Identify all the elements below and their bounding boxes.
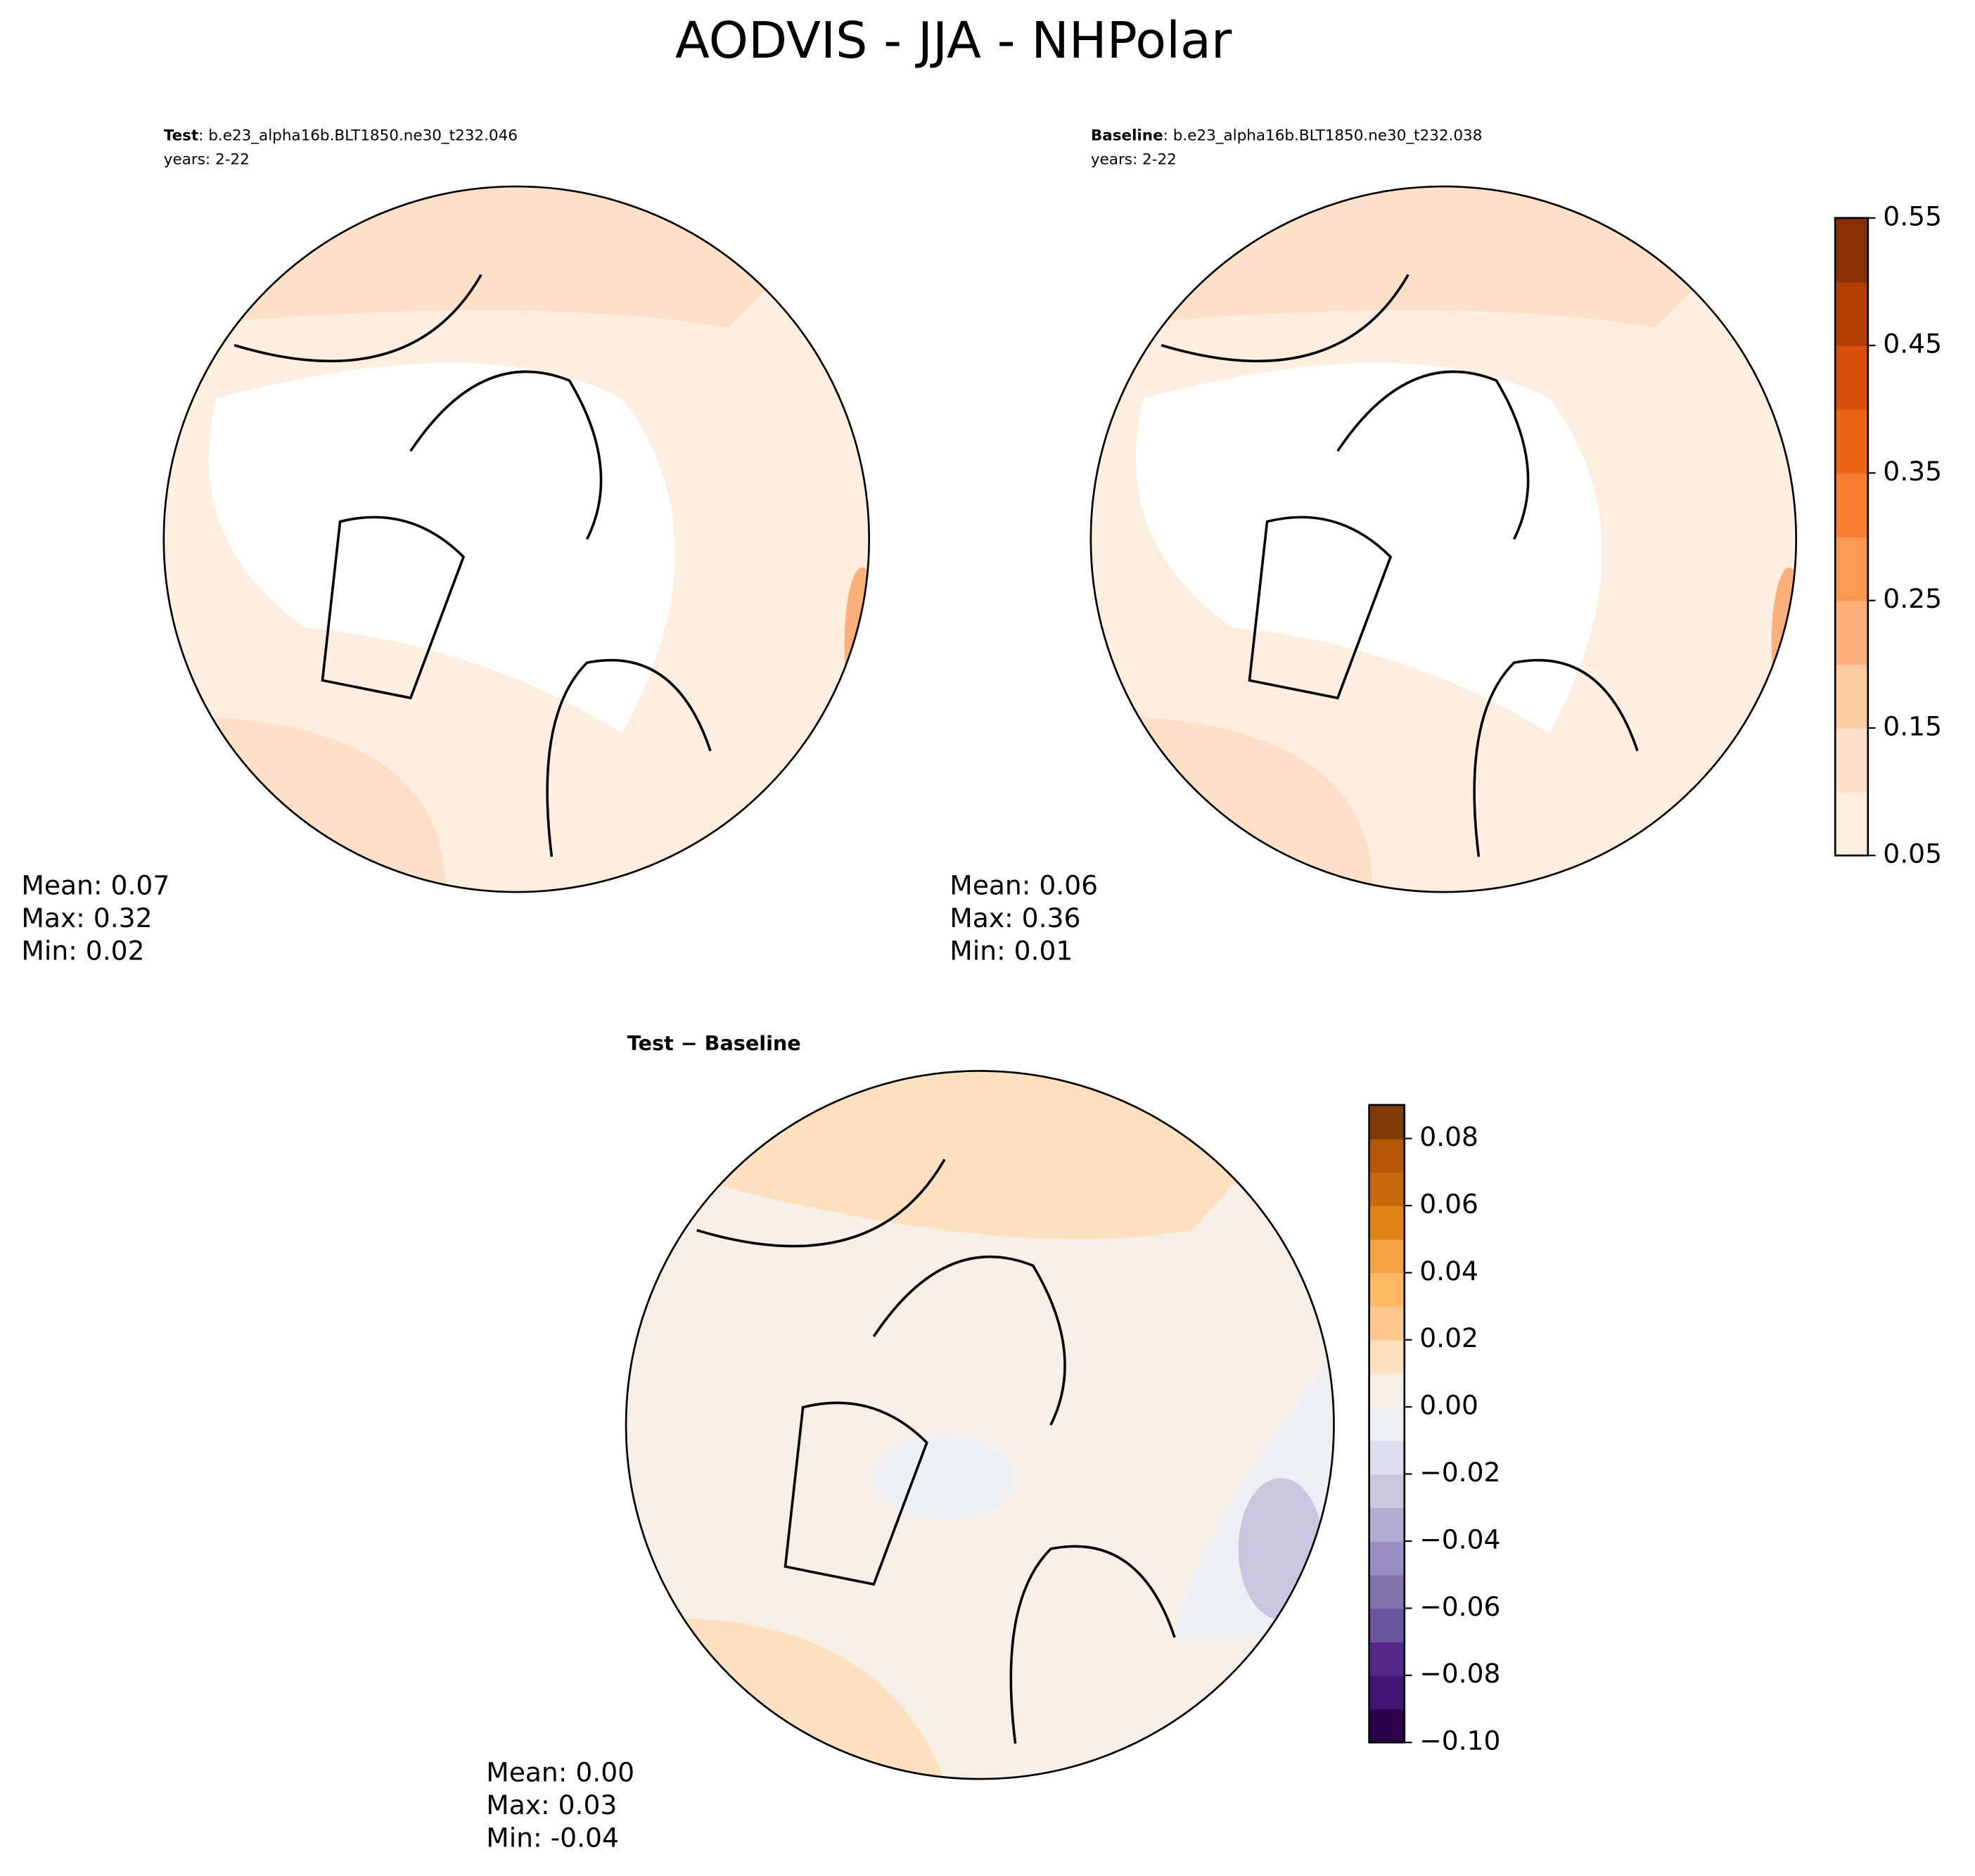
colorbar-band bbox=[1369, 1373, 1405, 1408]
colorbar-band bbox=[1369, 1239, 1405, 1274]
colorbar-band bbox=[1835, 409, 1868, 474]
stat: Max: 0.36 bbox=[950, 902, 1080, 933]
colorbar-band bbox=[1835, 537, 1868, 601]
tick-label: 0.06 bbox=[1419, 1188, 1478, 1219]
case-label: Baseline bbox=[1091, 127, 1163, 144]
panel-subtitle: Baseline: b.e23_alpha16b.BLT1850.ne30_t2… bbox=[1091, 127, 1483, 144]
colorbar-band bbox=[1369, 1339, 1405, 1374]
stat: Min: 0.02 bbox=[21, 936, 144, 966]
stat: Min: 0.01 bbox=[950, 936, 1073, 966]
colorbar-band bbox=[1835, 727, 1868, 793]
colorbar-band bbox=[1835, 664, 1868, 729]
figure-title: AODVIS - JJA - NHPolar bbox=[675, 11, 1232, 70]
colorbar-band bbox=[1369, 1104, 1405, 1140]
coastline bbox=[696, 1159, 1176, 1744]
map-border bbox=[1089, 185, 1798, 893]
colorbar-frame bbox=[1368, 1104, 1406, 1744]
map bbox=[626, 1071, 1334, 1780]
tick-label: 0.00 bbox=[1419, 1390, 1478, 1421]
case-name: : b.e23_alpha16b.BLT1850.ne30_t232.046 bbox=[198, 127, 518, 144]
colorbar-band bbox=[1369, 1642, 1405, 1676]
tick-label: 0.25 bbox=[1883, 583, 1942, 614]
colorbar-frame bbox=[1834, 217, 1869, 857]
tick-label: −0.04 bbox=[1419, 1524, 1500, 1555]
colorbar-band bbox=[1369, 1608, 1405, 1642]
tick-label: −0.08 bbox=[1419, 1658, 1500, 1689]
case-label: Test bbox=[164, 127, 198, 144]
map-border bbox=[625, 1070, 1335, 1780]
colorbar-band bbox=[1835, 473, 1868, 537]
map-shading bbox=[208, 362, 675, 734]
map bbox=[163, 186, 869, 893]
colorbar-band bbox=[1369, 1138, 1405, 1173]
map-shading bbox=[844, 567, 869, 723]
case-name: : b.e23_alpha16b.BLT1850.ne30_t232.038 bbox=[1163, 127, 1483, 144]
tick-label: 0.04 bbox=[1419, 1256, 1478, 1287]
map-shading bbox=[1771, 567, 1796, 723]
colorbar-band bbox=[1369, 1675, 1405, 1710]
colorbar-band bbox=[1835, 600, 1868, 665]
tick-label: −0.10 bbox=[1419, 1725, 1500, 1756]
colorbar-band bbox=[1369, 1205, 1405, 1240]
coastline bbox=[234, 274, 712, 857]
map-shading bbox=[1135, 362, 1602, 734]
colorbar-band bbox=[1369, 1474, 1405, 1509]
colorbar-band bbox=[1835, 217, 1868, 283]
tick-label: −0.02 bbox=[1419, 1457, 1500, 1488]
colorbar-band bbox=[1369, 1172, 1405, 1206]
stat: Mean: 0.07 bbox=[21, 869, 170, 900]
colorbar-band bbox=[1369, 1507, 1405, 1542]
colorbar-band bbox=[1835, 791, 1868, 857]
tick-label: 0.02 bbox=[1419, 1322, 1478, 1353]
map-border bbox=[162, 185, 871, 893]
colorbar-band bbox=[1369, 1272, 1405, 1307]
tick-label: 0.55 bbox=[1883, 200, 1942, 231]
tick-label: 0.05 bbox=[1883, 838, 1942, 869]
stat: Min: -0.04 bbox=[486, 1823, 619, 1853]
colorbar-band bbox=[1835, 281, 1868, 347]
colorbar-band bbox=[1369, 1407, 1405, 1441]
tick-label: 0.35 bbox=[1883, 456, 1942, 487]
map-shading bbox=[874, 1435, 1016, 1521]
colorbar-band bbox=[1369, 1574, 1405, 1609]
colorbar-band bbox=[1369, 1440, 1405, 1475]
tick-label: 0.45 bbox=[1883, 328, 1942, 359]
tick-label: 0.08 bbox=[1419, 1121, 1478, 1152]
tick-label: 0.15 bbox=[1883, 710, 1942, 741]
stat: Mean: 0.00 bbox=[486, 1756, 634, 1787]
colorbar-band bbox=[1369, 1709, 1405, 1744]
tick-label: −0.06 bbox=[1419, 1591, 1500, 1622]
stat: Max: 0.32 bbox=[21, 902, 152, 933]
years: years: 2-22 bbox=[1091, 151, 1177, 168]
colorbar-band bbox=[1369, 1306, 1405, 1341]
colorbar-band bbox=[1369, 1540, 1405, 1576]
stat: Mean: 0.06 bbox=[950, 869, 1098, 900]
years: years: 2-22 bbox=[164, 151, 250, 168]
panel-subtitle: Test − Baseline bbox=[627, 1031, 801, 1055]
map bbox=[1090, 186, 1796, 893]
stat: Max: 0.03 bbox=[486, 1789, 617, 1820]
panel-subtitle: Test: b.e23_alpha16b.BLT1850.ne30_t232.0… bbox=[164, 127, 518, 144]
colorbar-band bbox=[1835, 345, 1868, 410]
coastline bbox=[1161, 274, 1639, 857]
